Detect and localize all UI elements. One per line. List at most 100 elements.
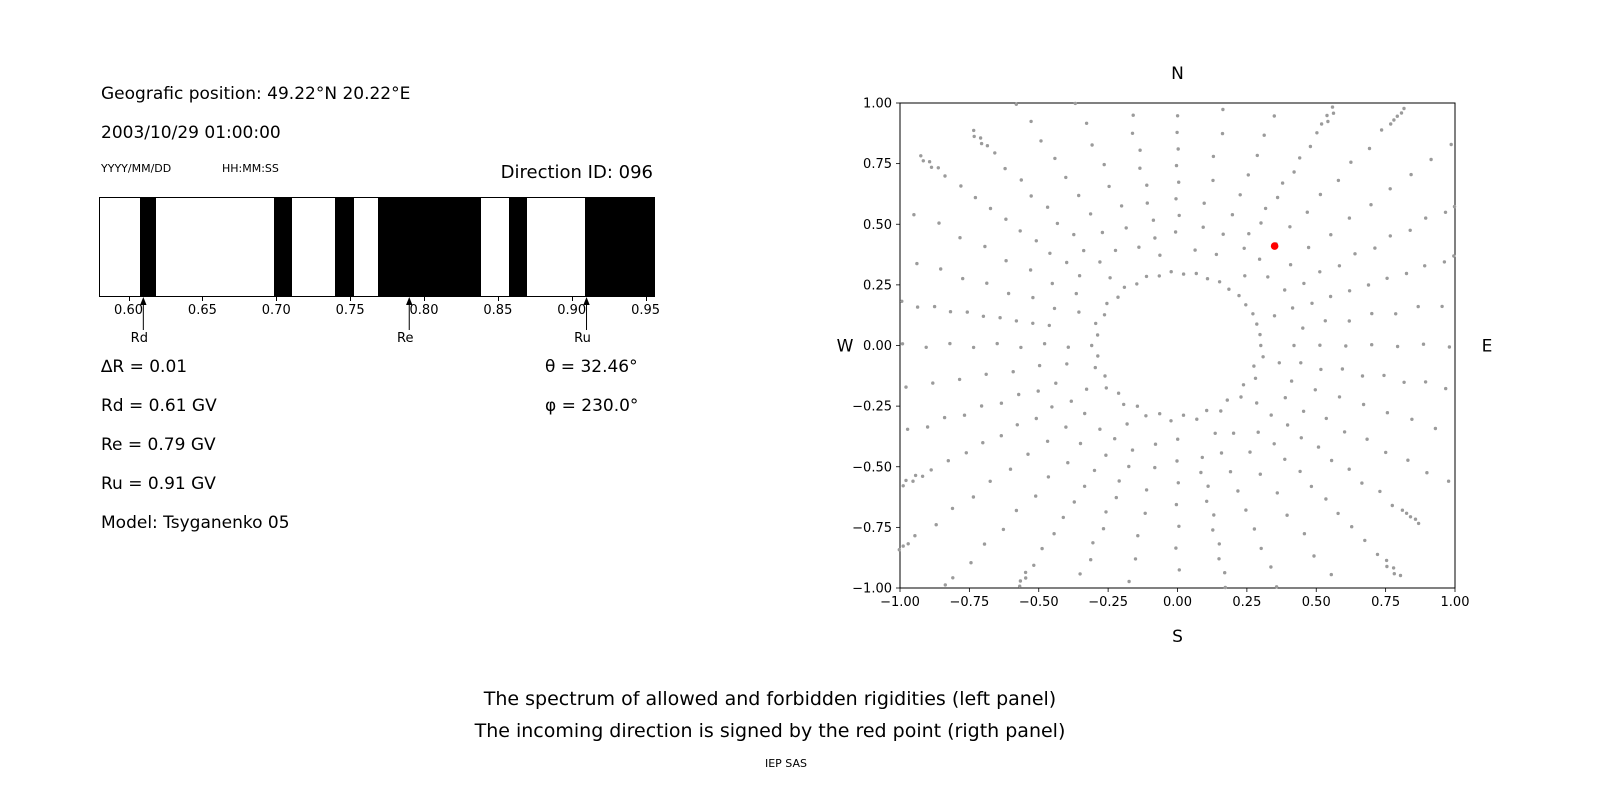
direction-dot [1288,225,1292,229]
direction-dot [971,345,976,350]
direction-dot [937,221,941,225]
direction-dot [1077,274,1082,278]
direction-dot [1004,217,1008,221]
direction-dot [1008,467,1013,471]
direction-dot [1127,464,1131,469]
direction-dot [1242,246,1246,250]
direction-dot [1223,571,1227,575]
direction-dot [1200,455,1204,460]
spectrum-tick-mark [276,296,278,301]
direction-dot [1384,450,1388,455]
direction-dot [1101,527,1106,531]
direction-dot [1213,431,1217,435]
direction-dot [1246,173,1250,177]
direction-dot [1135,282,1139,286]
marker-label-ru: Ru [574,331,591,346]
direction-dot [1138,166,1142,170]
direction-dot [1175,114,1180,118]
spectrum-tick-mark [497,296,499,301]
direction-dot [1228,470,1233,474]
spectrum-tick-label: 0.65 [187,303,217,318]
direction-dot [1158,412,1162,416]
direction-dot [1302,281,1306,286]
direction-dot [1029,119,1033,124]
direction-dot [1014,102,1018,106]
direction-dot [1324,497,1328,501]
direction-dot [1230,213,1235,217]
direction-dot [1090,143,1094,147]
direction-dot [1006,291,1011,296]
direction-dot [1176,147,1180,151]
direction-dot [1031,295,1035,300]
direction-dot [1409,172,1413,177]
model-text: Model: Tsyganenko 05 [101,513,290,533]
direction-dot [1108,276,1112,280]
direction-dot [1064,425,1068,429]
direction-dot [1385,276,1389,280]
direction-dot [1144,414,1148,418]
direction-dot [1408,228,1412,232]
direction-dot [1221,232,1225,236]
direction-dot [1266,275,1270,279]
direction-dot [1252,527,1257,531]
direction-dot [1037,363,1042,368]
direction-dot [1124,226,1128,230]
direction-dot [961,276,965,281]
direction-dot [1055,221,1060,226]
direction-dot [1342,430,1347,434]
spectrum-tick-label: 0.95 [631,303,661,318]
direction-dot [981,441,985,445]
direction-dot [1280,181,1285,185]
direction-dot [957,377,962,382]
direction-dot [1211,528,1215,532]
direction-dot [1223,585,1227,590]
direction-dot [1219,451,1224,455]
spectrum-tick-mark [571,296,573,301]
direction-dot [900,299,904,303]
direction-dot [904,385,908,389]
direction-dot [984,372,988,376]
caption-line1: The spectrum of allowed and forbidden ri… [483,688,1057,710]
y-tick-label: 0.75 [863,157,892,172]
direction-dot [1102,162,1106,167]
direction-dot [1089,558,1093,562]
direction-dot [1065,260,1069,265]
direction-dot [1238,193,1242,197]
direction-dot [1018,579,1023,583]
direction-dot [1014,508,1019,513]
direction-dot [1053,156,1057,161]
spectrum-tick-mark [645,296,647,301]
direction-dot [1054,381,1058,385]
direction-dot [1117,479,1121,483]
direction-dot [1390,503,1394,508]
direction-dot [1329,458,1334,463]
direction-dot [1019,178,1023,182]
direction-dot [1202,201,1206,205]
direction-dot [1040,546,1044,551]
y-tick-label: 1.00 [863,97,892,112]
x-tick-label: −0.50 [1019,595,1059,610]
direction-dot [897,548,901,552]
spectrum-tick-label: 0.85 [483,303,513,318]
direction-dot [1290,306,1295,310]
direction-dot [1094,321,1098,326]
geo-position-text: Geografic position: 49.22°N 20.22°E [101,84,411,104]
x-tick-label: −1.00 [880,595,920,610]
direction-dot [1402,106,1406,111]
y-tick-label: 0.50 [863,218,892,233]
direction-dot [1102,313,1107,317]
direction-dot [1392,572,1396,576]
direction-dot [1378,489,1382,494]
direction-dot [1176,481,1180,485]
direction-dot [1158,253,1162,257]
direction-dot [1384,558,1389,563]
direction-dot [1004,259,1008,263]
x-tick-label: 0.00 [1163,595,1192,610]
direction-dot [1388,234,1392,238]
direction-dot [1318,192,1323,197]
direction-dot [962,413,967,417]
direction-dot [951,576,955,580]
direction-dot [1217,280,1222,284]
rigidity-spectrum-plot [99,197,655,297]
